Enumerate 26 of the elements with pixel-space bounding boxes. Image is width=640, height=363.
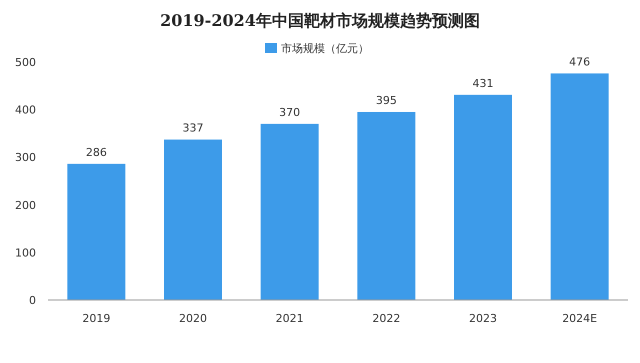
bar xyxy=(67,164,126,300)
bar xyxy=(454,94,512,300)
data-label: 337 xyxy=(182,122,204,135)
x-tick-label: 2021 xyxy=(276,312,304,325)
y-tick-label: 300 xyxy=(15,151,36,164)
y-tick-label: 200 xyxy=(15,198,36,212)
x-tick-label: 2019 xyxy=(82,312,110,325)
bar xyxy=(550,73,609,300)
data-label: 395 xyxy=(376,94,397,107)
chart-title: 2019-2024年中国靶材市场规模趋势预测图 xyxy=(160,11,480,30)
data-label: 286 xyxy=(86,146,107,159)
y-tick-label: 500 xyxy=(15,56,36,69)
bar xyxy=(260,124,319,300)
x-tick-label: 2024E xyxy=(562,312,598,325)
y-tick-label: 400 xyxy=(15,104,36,117)
data-label: 431 xyxy=(472,76,494,90)
data-label: 370 xyxy=(279,106,300,119)
data-label: 476 xyxy=(569,55,590,68)
y-tick-label: 0 xyxy=(29,294,36,307)
bar xyxy=(164,140,222,300)
legend-label: 市场规模（亿元） xyxy=(281,42,369,55)
x-tick-label: 2023 xyxy=(469,312,497,325)
y-tick-label: 100 xyxy=(15,246,36,260)
x-tick-label: 2020 xyxy=(179,312,207,325)
x-tick-label: 2022 xyxy=(372,312,400,325)
bar xyxy=(357,112,416,300)
